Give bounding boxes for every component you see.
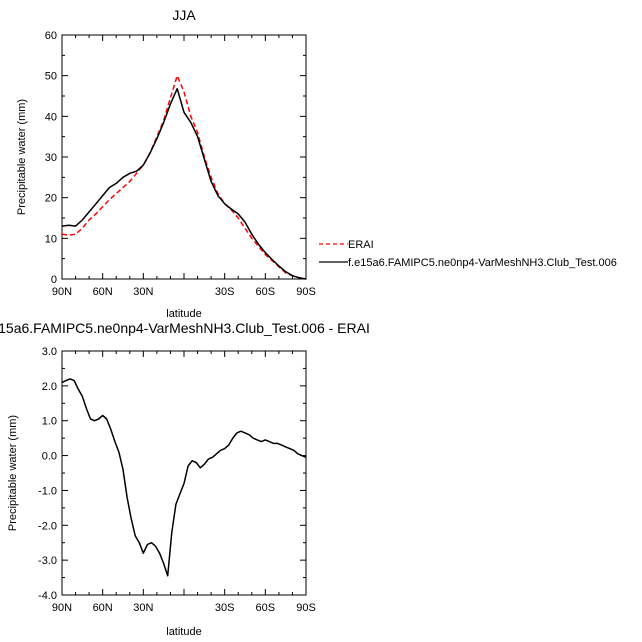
chart-top-frame bbox=[61, 34, 307, 280]
chart-top-xtick-label: 60N bbox=[93, 286, 113, 298]
chart-top-xtick-label: 30N bbox=[133, 286, 153, 298]
chart-bottom-ytick-label: -2.0 bbox=[38, 520, 57, 532]
chart-bottom-ytick-label: -1.0 bbox=[38, 485, 57, 497]
chart-top-ytick-label: 20 bbox=[45, 193, 57, 205]
chart-top-series-0-line bbox=[61, 74, 307, 280]
chart-bottom-xtick-label: 90N bbox=[52, 602, 72, 614]
legend-erai-label: ERAI bbox=[348, 239, 374, 251]
chart-top-xtick-label: 60S bbox=[256, 286, 276, 298]
chart-top-jja: JJA 90N 60N 30N 30S 60S 90S 0 10 20 30 40 50 60 lati… bbox=[16, 7, 617, 320]
chart-top-ytick-label: 0 bbox=[51, 274, 57, 286]
chart-bottom-ylabel: Precipitable water (mm) bbox=[7, 415, 19, 531]
chart-top-xtick-label: 90N bbox=[52, 286, 72, 298]
legend: ERAI f.e15a6.FAMIPC5.ne0np4-VarMeshNH3.C… bbox=[319, 239, 617, 269]
chart-bottom-xtick-label: 60N bbox=[93, 602, 113, 614]
chart-bottom-xtick-label: 30N bbox=[133, 602, 153, 614]
chart-bottom-series-0-line bbox=[61, 378, 307, 577]
legend-model-label: f.e15a6.FAMIPC5.ne0np4-VarMeshNH3.Club_T… bbox=[348, 257, 617, 269]
chart-bottom-ytick-label: 0.0 bbox=[42, 451, 57, 463]
chart-bottom-title: 15a6.FAMIPC5.ne0np4-VarMeshNH3.Club_Test… bbox=[0, 320, 370, 336]
chart-bottom-ytick-label: 2.0 bbox=[42, 381, 57, 393]
chart-bottom-difference: 15a6.FAMIPC5.ne0np4-VarMeshNH3.Club_Test… bbox=[0, 320, 370, 638]
chart-bottom-ytick-label: -4.0 bbox=[38, 590, 57, 602]
chart-top-xlabel: latitude bbox=[166, 308, 201, 320]
chart-top-ylabel: Precipitable water (mm) bbox=[16, 99, 28, 215]
chart-bottom-frame bbox=[61, 350, 307, 596]
chart-bottom-plot-area: 90N 60N 30N 30S 60S 90S -4.0 -3.0 -2.0 -1.0 0.0 1.0… bbox=[38, 346, 316, 614]
chart-bottom-ytick-label: 3.0 bbox=[42, 346, 57, 358]
chart-top-ytick-label: 60 bbox=[45, 30, 57, 42]
chart-top-xtick-label: 30S bbox=[215, 286, 235, 298]
chart-bottom-xtick-label: 60S bbox=[256, 602, 276, 614]
chart-bottom-xlabel: latitude bbox=[166, 626, 201, 638]
chart-top-xtick-label: 90S bbox=[296, 286, 316, 298]
chart-top-ytick-label: 30 bbox=[45, 152, 57, 164]
chart-top-title: JJA bbox=[172, 7, 196, 23]
chart-top-ytick-label: 40 bbox=[45, 111, 57, 123]
chart-top-ytick-label: 50 bbox=[45, 71, 57, 83]
chart-top-series-1-line bbox=[61, 87, 307, 280]
chart-bottom-xtick-label: 30S bbox=[215, 602, 235, 614]
chart-top-plot-area: 90N 60N 30N 30S 60S 90S 0 10 20 30 40 50 60 bbox=[45, 30, 316, 298]
chart-bottom-xtick-label: 90S bbox=[296, 602, 316, 614]
chart-bottom-ytick-label: 1.0 bbox=[42, 416, 57, 428]
chart-top-ytick-label: 10 bbox=[45, 233, 57, 245]
chart-bottom-ytick-label: -3.0 bbox=[38, 555, 57, 567]
